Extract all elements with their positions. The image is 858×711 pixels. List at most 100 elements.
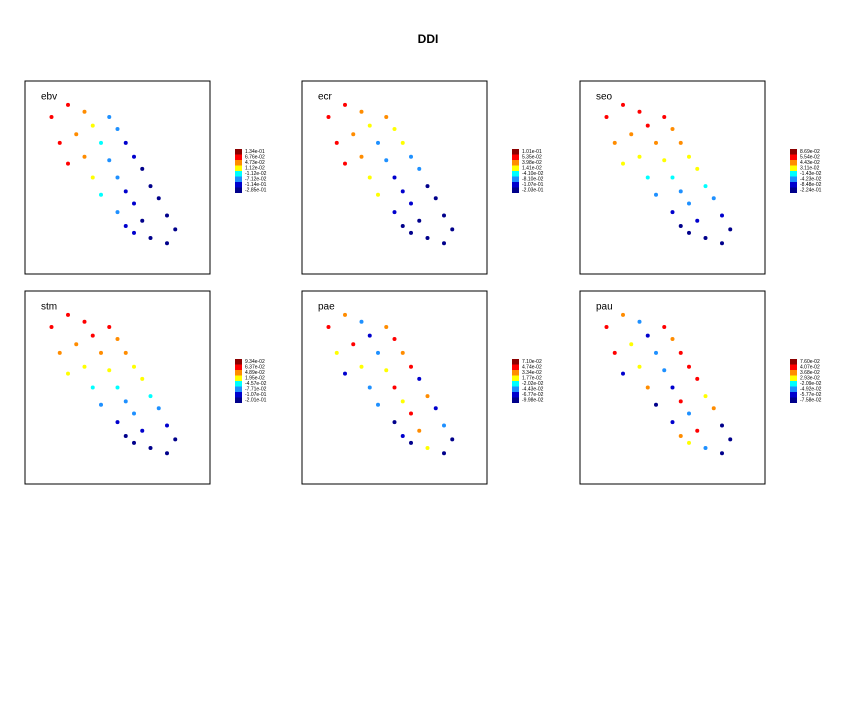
colorbar-label: -9.98e-02 (522, 398, 544, 404)
colorbar-block (512, 397, 519, 403)
point (115, 175, 120, 180)
colorbar-label: 6.76e-02 (245, 155, 265, 161)
colorbar-block (790, 149, 797, 155)
colorbar-label: 7.60e-02 (800, 359, 820, 365)
colorbar-label: -2.02e-02 (522, 381, 544, 387)
point (123, 433, 128, 438)
point (376, 192, 380, 197)
point (450, 227, 455, 232)
colorbar-label: 4.43e-02 (800, 160, 820, 166)
point (695, 166, 700, 171)
point (132, 230, 136, 235)
colorbar-block (235, 160, 242, 166)
point (57, 350, 62, 355)
point (654, 192, 658, 197)
point (115, 127, 120, 132)
figure-title: DDI (418, 32, 439, 46)
colorbar-label: 3.34e-02 (522, 370, 542, 376)
point (376, 140, 380, 145)
colorbar-block (790, 187, 797, 193)
point (409, 364, 413, 369)
point (678, 140, 683, 145)
colorbar-block (790, 154, 797, 160)
colorbar-block (512, 370, 519, 376)
colorbar-block (235, 359, 242, 365)
colorbar-label: 1.12e-02 (245, 166, 265, 172)
point (343, 312, 347, 317)
point (442, 241, 446, 246)
point (687, 364, 691, 369)
colorbar-label: -1.14e-01 (245, 182, 267, 188)
point (417, 166, 422, 171)
point (351, 342, 356, 347)
point (107, 324, 112, 329)
colorbar-label: -4.92e-02 (800, 387, 822, 393)
point (637, 109, 642, 114)
point (662, 114, 667, 119)
point (359, 154, 364, 159)
colorbar-block (512, 182, 519, 188)
colorbar-block (790, 392, 797, 398)
point (670, 210, 675, 215)
point (662, 158, 667, 163)
point (621, 312, 625, 317)
colorbar-label: -4.23e-02 (800, 177, 822, 183)
colorbar-label: -4.57e-02 (245, 381, 267, 387)
point (392, 420, 397, 425)
colorbar-label: -2.09e-02 (800, 381, 822, 387)
point (645, 333, 650, 338)
colorbar-label: -2.03e-01 (522, 188, 544, 194)
point (115, 420, 120, 425)
point (82, 109, 87, 114)
colorbar-block (790, 370, 797, 376)
colorbar-block (790, 171, 797, 177)
point (409, 230, 413, 235)
colorbar-block (235, 364, 242, 370)
point (621, 102, 625, 107)
colorbar-block (512, 154, 519, 160)
colorbar-label: 1.41e-02 (522, 166, 542, 172)
point (90, 175, 95, 180)
point (359, 109, 364, 114)
point (82, 319, 87, 324)
point (99, 140, 103, 145)
colorbar-label: -7.71e-02 (245, 387, 267, 393)
colorbar-block (512, 176, 519, 182)
colorbar-block (235, 187, 242, 193)
point (629, 132, 634, 137)
point (425, 236, 430, 241)
point (57, 140, 62, 145)
point (132, 411, 136, 416)
point (670, 337, 675, 342)
point (687, 201, 691, 206)
point (82, 364, 87, 369)
point (367, 123, 372, 128)
colorbar-block (235, 149, 242, 155)
point (49, 114, 54, 119)
panel-label: ecr (318, 92, 333, 103)
colorbar-block (235, 375, 242, 381)
point (400, 223, 405, 228)
point (384, 158, 389, 163)
panel-frame (301, 290, 488, 485)
point (384, 324, 389, 329)
point (450, 437, 455, 442)
point (409, 411, 413, 416)
point (670, 420, 675, 425)
point (678, 350, 683, 355)
point (132, 201, 136, 206)
colorbar-label: 1.77e-02 (522, 376, 542, 382)
colorbar-label: 3.68e-02 (800, 370, 820, 376)
panel-label: stm (41, 302, 57, 313)
colorbar-block (790, 182, 797, 188)
colorbar-block (512, 392, 519, 398)
panel-label: pau (596, 302, 613, 313)
point (376, 402, 380, 407)
point (392, 337, 397, 342)
point (645, 175, 650, 180)
point (367, 333, 372, 338)
point (703, 184, 708, 189)
colorbar-label: 5.35e-02 (522, 155, 542, 161)
point (343, 161, 347, 166)
